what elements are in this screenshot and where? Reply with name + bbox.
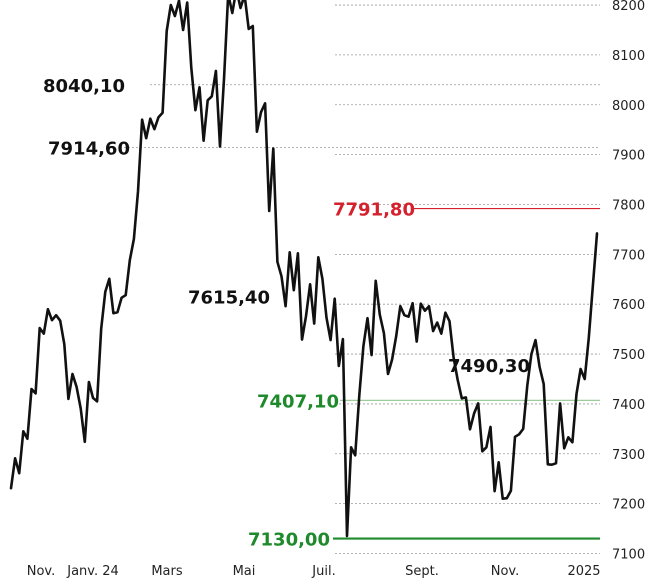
x-tick-label: Janv. 24 xyxy=(66,564,119,579)
x-tick-label: 2025 xyxy=(567,564,600,579)
x-tick-label: Mai xyxy=(233,564,256,579)
reference-lines xyxy=(124,84,600,540)
y-tick-label: 7400 xyxy=(612,398,645,413)
y-tick-label: 8200 xyxy=(612,0,645,14)
annotation-label: 7407,10 xyxy=(257,391,339,412)
y-tick-label: 7300 xyxy=(612,448,645,463)
x-tick-label: Juil. xyxy=(311,564,335,579)
x-tick-label: Sept. xyxy=(405,564,439,579)
x-tick-label: Nov. xyxy=(27,564,56,579)
y-tick-label: 8000 xyxy=(612,99,645,114)
y-tick-label: 7900 xyxy=(612,149,645,164)
annotation-label: 8040,10 xyxy=(43,76,125,97)
value-annotations: 8240,008040,107914,607791,807615,407490,… xyxy=(43,76,530,551)
y-tick-label: 7700 xyxy=(612,248,645,263)
y-tick-label: 7100 xyxy=(612,548,645,563)
y-tick-label: 7600 xyxy=(612,298,645,313)
y-tick-label: 7500 xyxy=(612,348,645,363)
y-tick-label: 7800 xyxy=(612,198,645,213)
annotation-label: 7791,80 xyxy=(333,200,415,221)
gridlines xyxy=(335,4,600,554)
series-line xyxy=(9,0,599,538)
y-axis-ticks: 8200 8100 8000 7900 7800 7700 7600 7500 7400 7300… xyxy=(612,0,645,563)
x-tick-label: Nov. xyxy=(491,564,520,579)
y-tick-label: 7200 xyxy=(612,498,645,513)
annotation-label: 7914,60 xyxy=(48,138,130,159)
annotation-label: 7130,00 xyxy=(248,530,330,551)
x-tick-label: Mars xyxy=(151,564,183,579)
x-axis-ticks: Nov. Janv. 24 Mars Mai Juil. Sept. Nov. 2025 xyxy=(27,564,601,579)
y-tick-label: 8100 xyxy=(612,49,645,64)
annotation-label: 7615,40 xyxy=(188,288,270,309)
annotation-label: 7490,30 xyxy=(448,356,530,377)
